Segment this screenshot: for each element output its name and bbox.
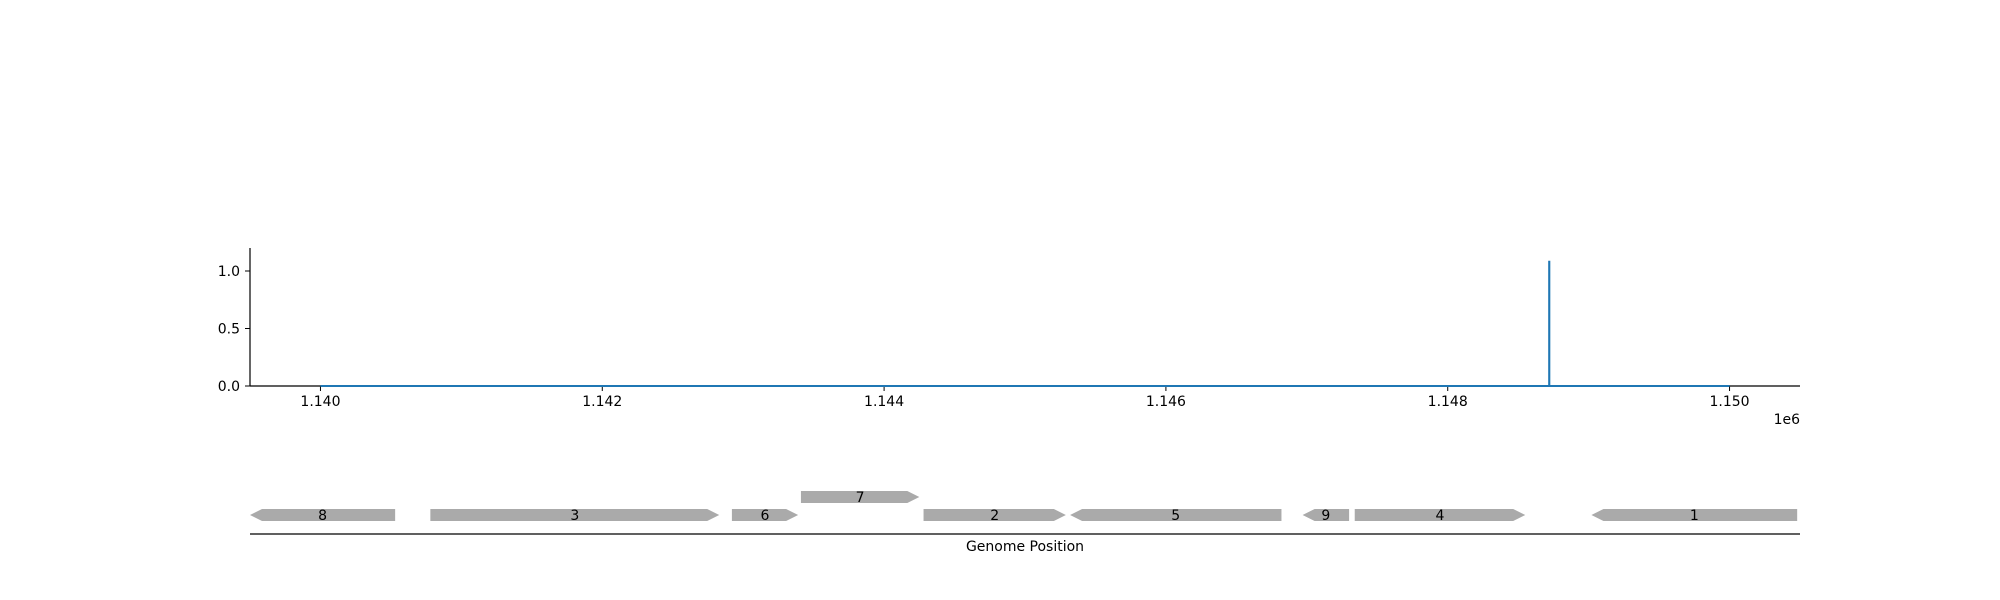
x-tick-label: 1.150 — [1709, 394, 1749, 410]
gene-arrow — [1070, 509, 1282, 521]
gene-label: 5 — [1171, 508, 1180, 524]
gene-arrow — [923, 509, 1066, 521]
gene-arrow — [250, 509, 396, 521]
signal-series — [320, 260, 1730, 387]
signal-track: 0.0 0.5 1.0 1.140 1.142 1.144 1.146 1.148 1.150… — [218, 248, 1800, 428]
y-tick-label: 0.0 — [218, 379, 240, 395]
x-tick-label: 1.146 — [1146, 394, 1186, 410]
gene-arrow — [800, 491, 920, 503]
x-tick-label: 1.140 — [300, 394, 340, 410]
gene-label: 2 — [990, 508, 999, 524]
y-ticks: 0.0 0.5 1.0 — [218, 264, 250, 395]
gene-arrow — [1591, 509, 1798, 521]
gene-label: 1 — [1690, 508, 1699, 524]
x-tick-label: 1.148 — [1428, 394, 1468, 410]
gene-label: 7 — [856, 490, 865, 506]
x-tick-label: 1.144 — [864, 394, 904, 410]
y-tick-label: 0.5 — [218, 322, 240, 338]
gene-arrow — [1354, 509, 1526, 521]
gene-label: 6 — [761, 508, 770, 524]
gene-track-xlabel: Genome Position — [966, 539, 1084, 555]
gene-label: 9 — [1321, 508, 1330, 524]
gene-label: 4 — [1436, 508, 1445, 524]
gene-arrow — [731, 509, 799, 521]
gene-label: 3 — [570, 508, 579, 524]
x-offset-label: 1e6 — [1774, 412, 1801, 428]
genes: 8 3 6 7 2 5 9 4 1 — [250, 490, 1798, 524]
signal-line — [320, 260, 1730, 387]
y-tick-label: 1.0 — [218, 264, 240, 280]
gene-label: 8 — [318, 508, 327, 524]
gene-arrow — [1302, 509, 1350, 521]
gene-arrow — [430, 509, 720, 521]
x-ticks: 1.140 1.142 1.144 1.146 1.148 1.150 — [300, 386, 1750, 410]
x-tick-label: 1.142 — [582, 394, 622, 410]
gene-track: 8 3 6 7 2 5 9 4 1 Genome Position — [250, 490, 1800, 555]
